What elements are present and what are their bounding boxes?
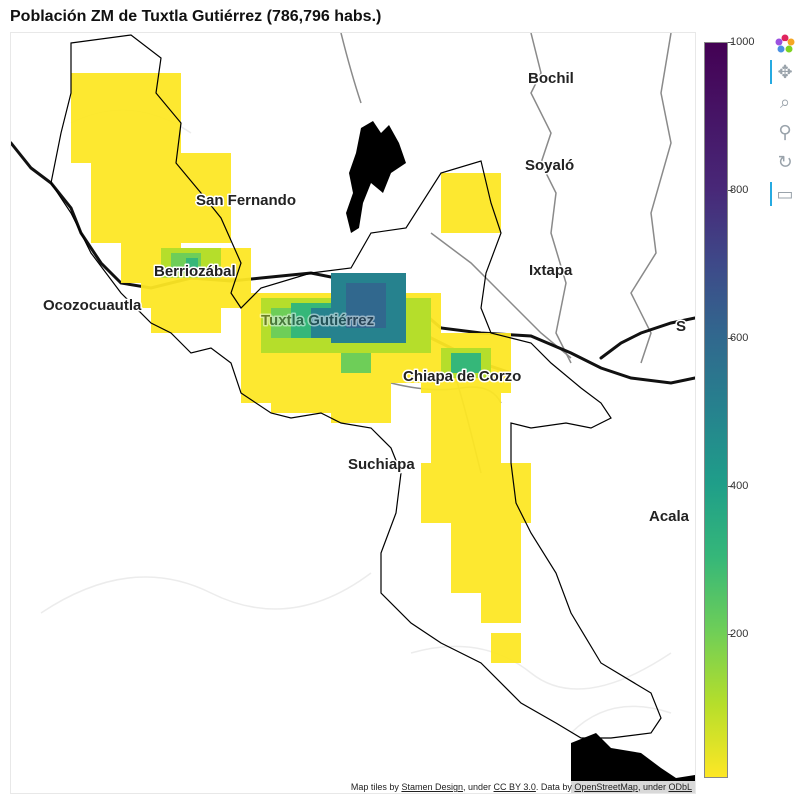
odbl-link[interactable]: ODbL — [668, 782, 692, 792]
colorbar-tick — [728, 338, 733, 339]
place-label-edge: S — [676, 318, 686, 335]
place-labels: Bochil San Fernando Soyaló Berriozábal I… — [42, 69, 692, 527]
wheel-zoom-icon[interactable]: ⚲ — [778, 121, 792, 142]
colorbar-tick-label: 200 — [730, 628, 749, 640]
place-label-berriozabal: Berriozábal — [154, 263, 236, 280]
box-zoom-icon[interactable]: ⌕ — [779, 91, 791, 112]
colorbar-tick — [728, 634, 733, 635]
map-title: Población ZM de Tuxtla Gutiérrez (786,79… — [10, 8, 382, 25]
place-label-tuxtla: Tuxtla Gutiérrez — [261, 312, 374, 329]
colorbar-tick — [728, 190, 733, 191]
place-label-suchiapa: Suchiapa — [348, 456, 415, 473]
colorbar-tick-label: 800 — [730, 184, 749, 196]
place-label-soyalo: Soyaló — [525, 157, 574, 174]
bokeh-logo-icon[interactable] — [770, 30, 800, 58]
population-density-layer — [71, 73, 531, 663]
colorbar-tick-label: 1000 — [730, 36, 755, 48]
cc-license-link[interactable]: CC BY 3.0 — [493, 782, 536, 792]
pan-icon[interactable]: ✥ — [770, 58, 800, 86]
map-canvas[interactable]: Bochil San Fernando Soyaló Berriozábal I… — [11, 33, 695, 793]
map-plot-area[interactable]: Bochil San Fernando Soyaló Berriozábal I… — [10, 32, 696, 794]
place-label-ixtapa: Ixtapa — [529, 262, 573, 279]
colorbar-tick-label: 400 — [730, 480, 749, 492]
colorbar-tick — [728, 42, 733, 43]
hover-icon[interactable]: ▭ — [770, 180, 800, 208]
reservoir-shapes — [346, 121, 695, 793]
place-label-acala: Acala — [649, 508, 690, 525]
metro-boundary — [50, 34, 662, 739]
stamen-link[interactable]: Stamen Design — [401, 782, 463, 792]
osm-link[interactable]: OpenStreetMap — [574, 782, 638, 792]
place-label-bochil: Bochil — [528, 70, 574, 87]
reset-icon[interactable]: ↻ — [777, 151, 793, 172]
place-label-san-fernando: San Fernando — [196, 192, 296, 209]
place-label-ocozocoautla: Ocozocuautla — [43, 297, 142, 314]
map-attribution: Map tiles by Stamen Design, under CC BY … — [347, 781, 695, 793]
colorbar — [704, 42, 728, 778]
colorbar-tick — [728, 486, 733, 487]
place-label-chiapa: Chiapa de Corzo — [403, 368, 521, 385]
colorbar-tick-label: 600 — [730, 332, 749, 344]
